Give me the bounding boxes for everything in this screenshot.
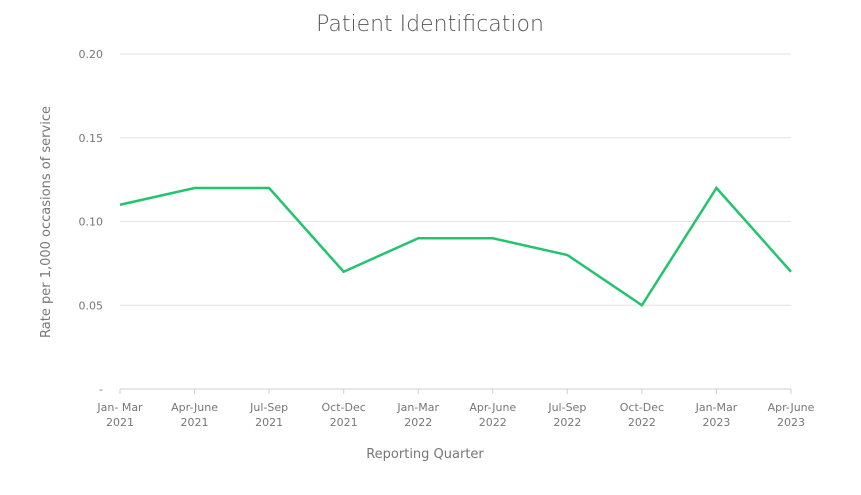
x-tick-label-quarter: Apr-June [469,401,516,414]
x-tick-label-year: 2022 [553,416,581,429]
x-tick-label-quarter: Apr-June [171,401,218,414]
x-tick-label-year: 2021 [181,416,209,429]
x-tick-label-year: 2023 [702,416,730,429]
y-tick-label: 0.15 [79,132,104,145]
x-tick-label-quarter: Apr-June [768,401,815,414]
x-tick-label-year: 2023 [777,416,805,429]
y-axis-ticks: - 0.05 0.10 0.15 0.20 [79,48,104,396]
x-tick-label-year: 2022 [479,416,507,429]
x-tick-label-year: 2021 [330,416,358,429]
x-tick-label-year: 2022 [628,416,656,429]
x-tick-label-year: 2021 [106,416,134,429]
x-tick-label-year: 2022 [404,416,432,429]
x-tick-label-quarter: Oct-Dec [620,401,664,414]
y-tick-label: 0.05 [79,299,104,312]
x-tick-label-quarter: Jul-Sep [249,401,288,414]
x-tick-label-year: 2021 [255,416,283,429]
x-tick-label-quarter: Jan-Mar [396,401,439,414]
y-tick-label: 0.20 [79,48,104,61]
x-axis-ticks: Jan- Mar 2021 Apr-June 2021 Jul-Sep 2021 Oct-D… [96,389,815,429]
gridlines [120,53,791,390]
y-tick-label: 0.10 [79,216,104,229]
y-axis-title: Rate per 1,000 occasions of service [39,106,54,338]
series-layer [119,185,792,308]
x-tick-label-quarter: Jan-Mar [695,401,738,414]
y-tick-label: - [99,383,103,396]
series-line [119,185,792,308]
chart-title: Patient Identification [316,12,544,37]
x-tick-label-quarter: Oct-Dec [322,401,366,414]
x-axis-title: Reporting Quarter [366,447,484,462]
x-tick-label-quarter: Jul-Sep [547,401,586,414]
x-tick-label-quarter: Jan- Mar [96,401,143,414]
